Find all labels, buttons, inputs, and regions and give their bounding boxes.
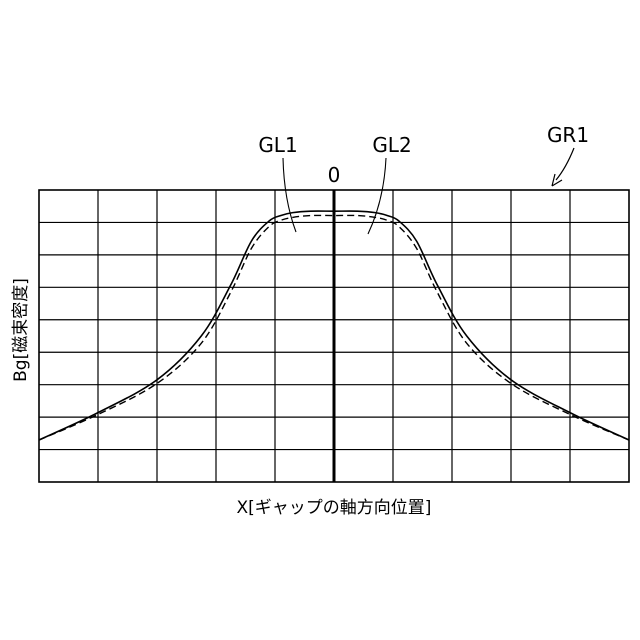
series-label-gl1: GL1 (258, 133, 297, 157)
y-axis-title: Bg[磁束密度] (11, 278, 31, 382)
x-axis-title: X[ギャップの軸方向位置] (237, 498, 432, 518)
x-origin-label: 0 (328, 163, 341, 187)
figure-ref-label: GR1 (547, 123, 589, 147)
figure-ref-arrowhead-icon (552, 174, 562, 186)
figure-ref-leader (556, 148, 574, 180)
series-label-gl2: GL2 (372, 133, 411, 157)
series-leader-gl1 (283, 158, 296, 232)
